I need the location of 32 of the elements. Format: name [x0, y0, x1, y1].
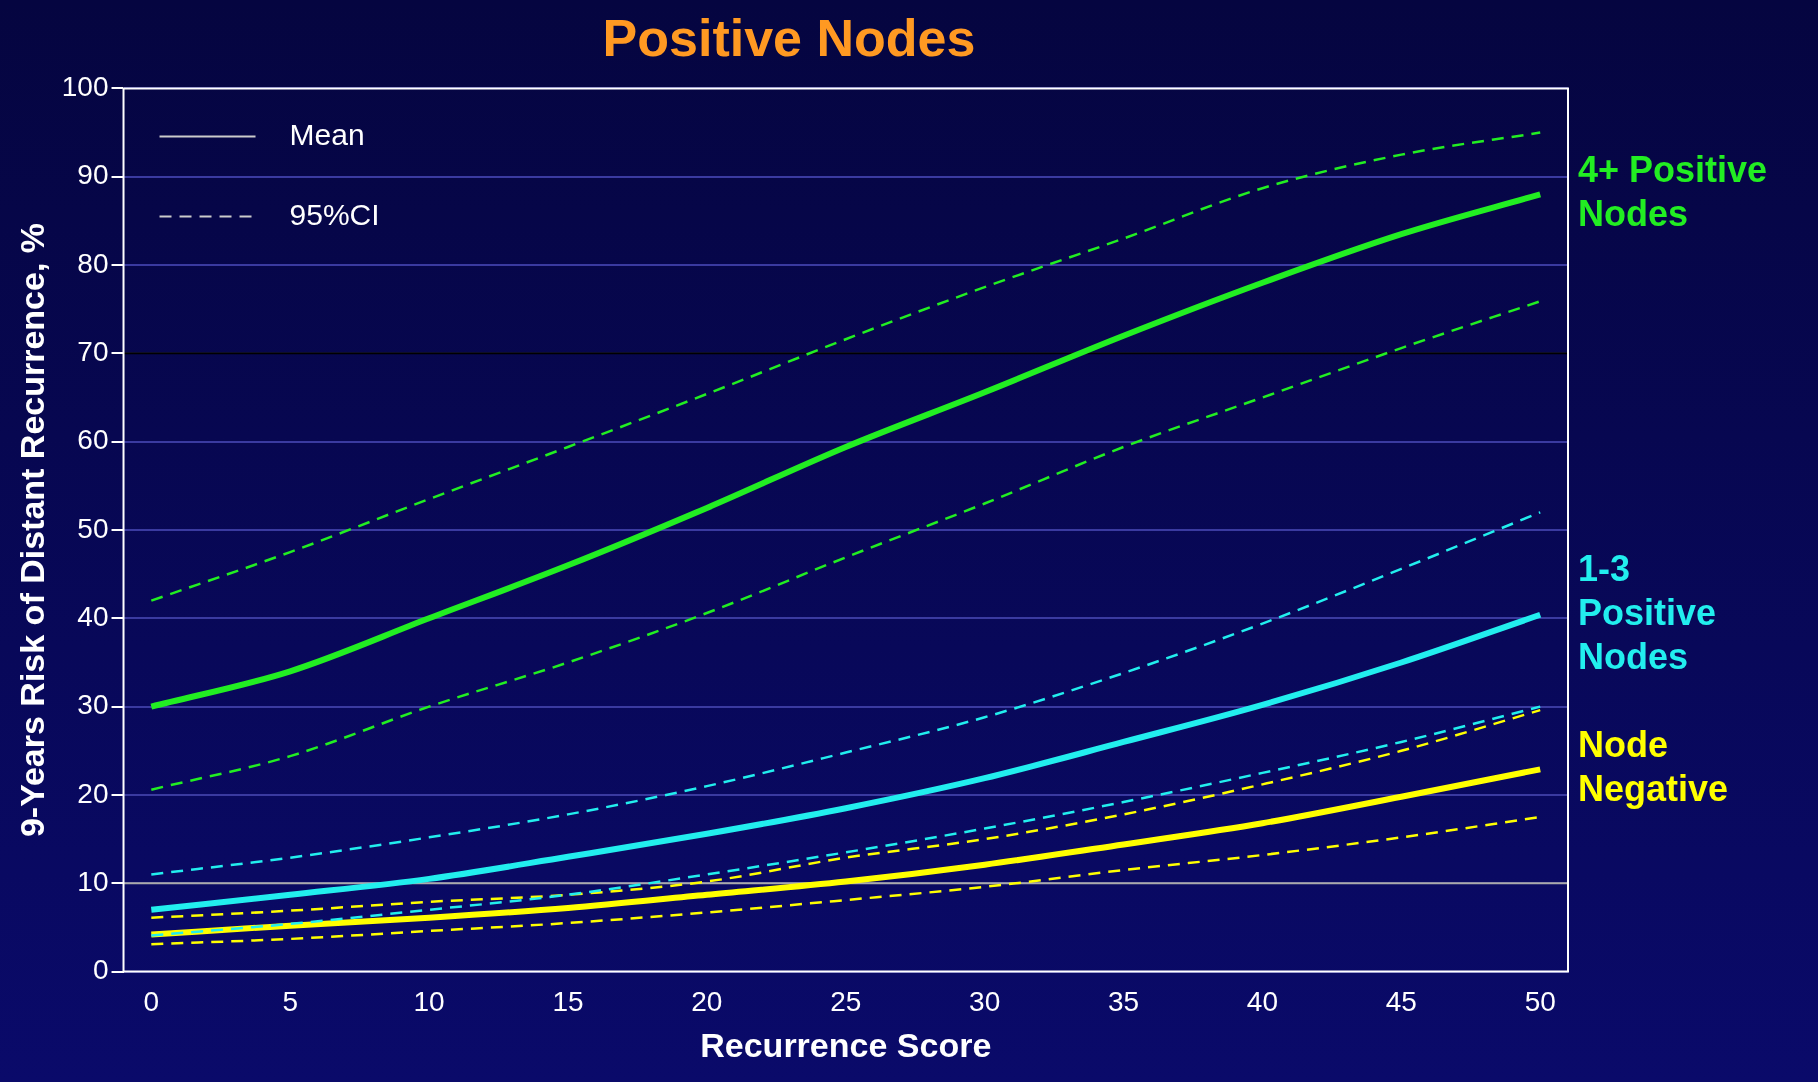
series-label: 4+ Positive Nodes [1578, 149, 1768, 235]
y-tick-label: 50 [77, 512, 109, 544]
x-tick-label: 20 [691, 986, 723, 1018]
x-tick-label: 40 [1246, 986, 1279, 1018]
y-tick-label: 70 [77, 336, 109, 368]
line-series [150, 511, 1542, 876]
x-tick-label: 50 [1524, 986, 1556, 1018]
x-tick-label: 5 [282, 986, 298, 1018]
y-tick-label: 60 [77, 424, 109, 456]
line-series [150, 300, 1542, 791]
y-tick-label: 10 [77, 866, 109, 897]
y-tick-label: 0 [92, 954, 109, 986]
x-axis-title: Recurrence Score [700, 1025, 992, 1064]
y-tick-label: 90 [77, 159, 109, 191]
y-tick-label: 80 [77, 247, 109, 279]
y-tick-label: 30 [77, 689, 109, 721]
x-tick-label: 10 [413, 986, 445, 1018]
y-axis-title: 9-Years Risk of Distant Recurrence, % [12, 222, 51, 838]
x-tick-label: 45 [1385, 986, 1417, 1018]
x-tick-label: 30 [969, 986, 1001, 1018]
y-tick-label: 40 [77, 601, 109, 633]
x-tick-label: 0 [143, 986, 160, 1018]
y-tick-label: 100 [61, 71, 109, 103]
y-tick-label: 20 [77, 777, 109, 809]
x-tick-label: 15 [552, 986, 584, 1018]
series-label: 1-3 Positive Nodes [1578, 547, 1717, 677]
annotation: 95%CI [289, 197, 380, 231]
x-tick-label: 25 [830, 986, 862, 1018]
chart-title: Positive Nodes [602, 8, 976, 67]
annotation: Mean [289, 117, 365, 151]
series-label: Node Negative [1578, 724, 1729, 810]
x-tick-label: 35 [1107, 986, 1140, 1018]
